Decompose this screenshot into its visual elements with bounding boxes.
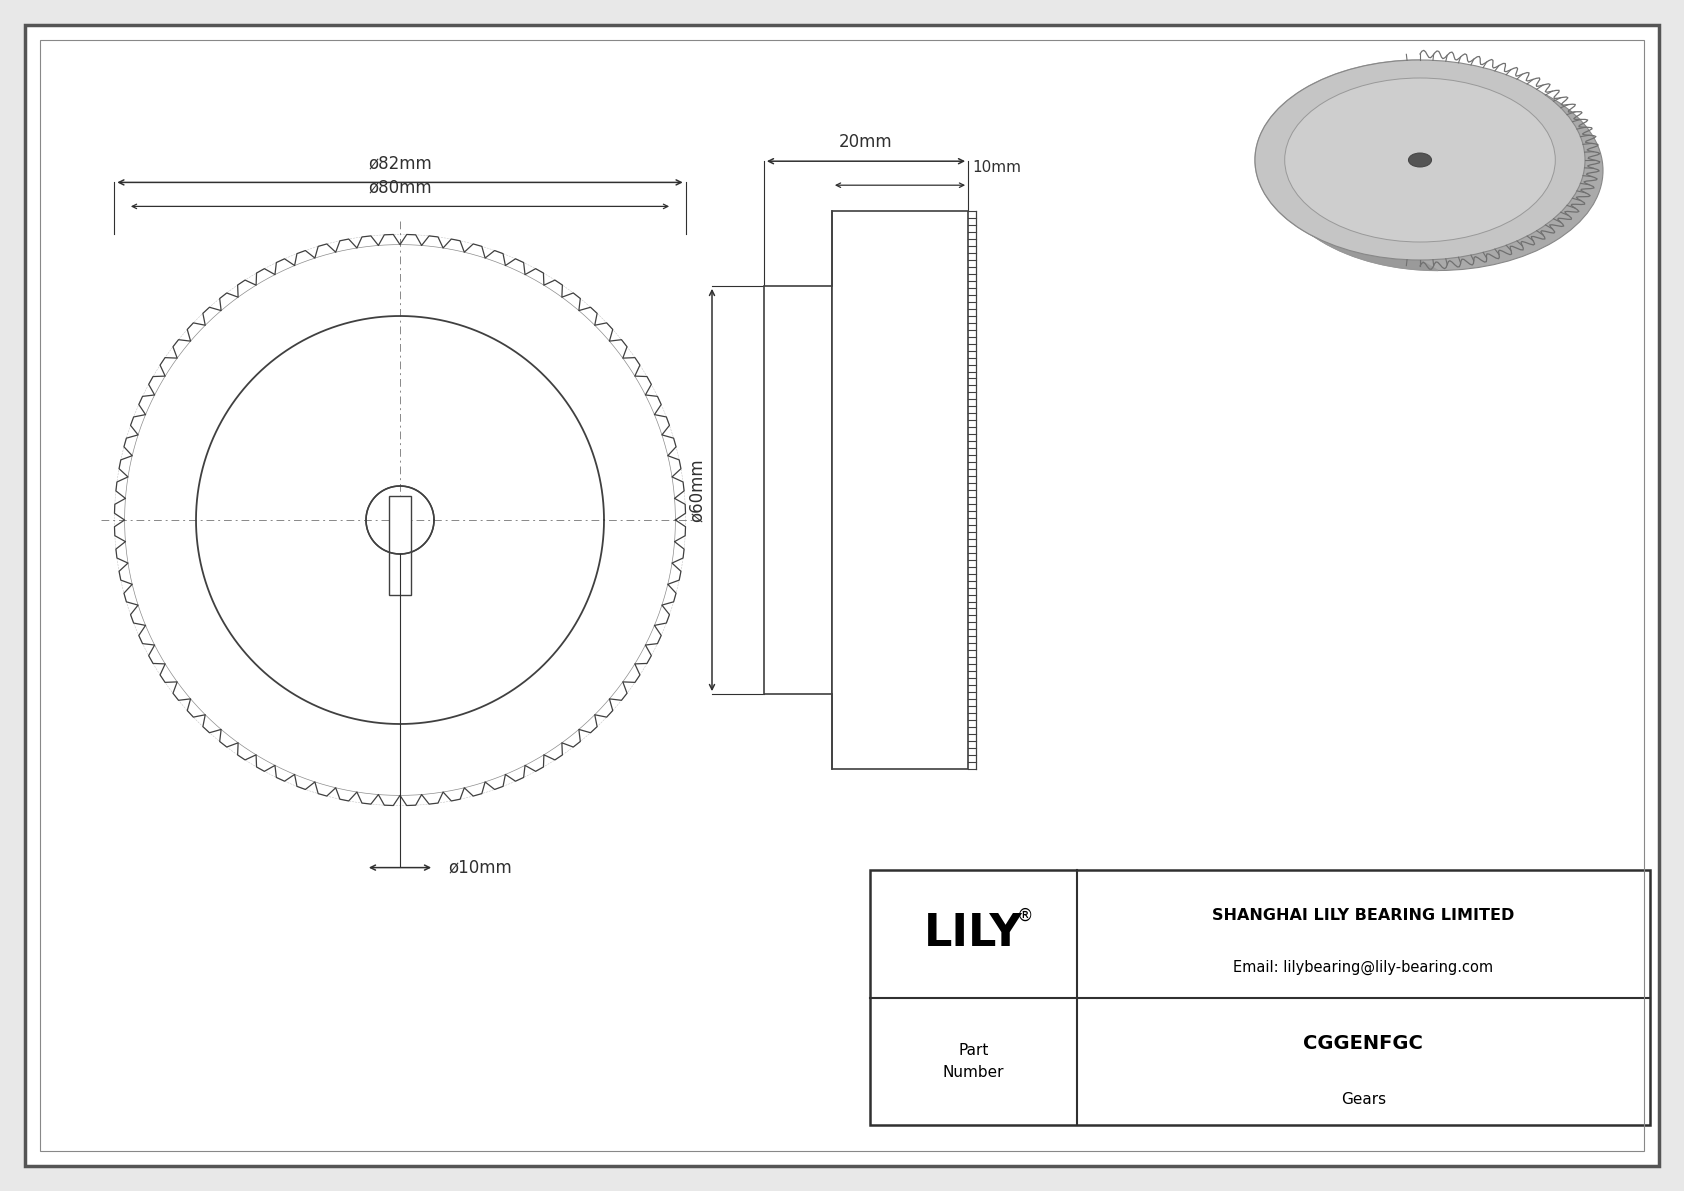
Bar bbox=[389, 497, 411, 594]
Text: Email: lilybearing@lily-bearing.com: Email: lilybearing@lily-bearing.com bbox=[1233, 959, 1494, 974]
Text: ø80mm: ø80mm bbox=[369, 179, 431, 197]
Text: Part
Number: Part Number bbox=[943, 1042, 1004, 1080]
Text: ø60mm: ø60mm bbox=[689, 459, 706, 522]
Text: LILY: LILY bbox=[925, 912, 1022, 955]
Bar bbox=[765, 286, 832, 694]
Polygon shape bbox=[1255, 60, 1438, 270]
Text: ø82mm: ø82mm bbox=[369, 155, 431, 173]
Text: ø10mm: ø10mm bbox=[448, 859, 512, 877]
Text: ®: ® bbox=[1017, 906, 1034, 924]
Ellipse shape bbox=[1285, 77, 1556, 242]
Text: 20mm: 20mm bbox=[839, 133, 893, 151]
Text: SHANGHAI LILY BEARING LIMITED: SHANGHAI LILY BEARING LIMITED bbox=[1212, 909, 1514, 923]
Bar bbox=[871, 869, 1650, 1125]
Ellipse shape bbox=[1255, 60, 1585, 260]
Text: Gears: Gears bbox=[1340, 1092, 1386, 1106]
Bar bbox=[832, 211, 968, 769]
Text: CGGENFGC: CGGENFGC bbox=[1303, 1034, 1423, 1053]
Ellipse shape bbox=[1408, 152, 1431, 167]
Text: 10mm: 10mm bbox=[972, 161, 1021, 175]
Ellipse shape bbox=[1273, 70, 1603, 270]
